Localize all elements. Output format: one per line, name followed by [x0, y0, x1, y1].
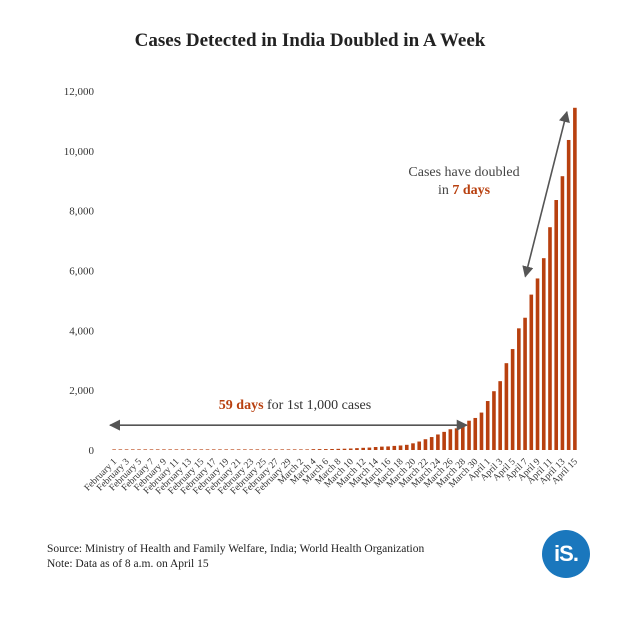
bar	[324, 449, 328, 450]
annotation-doubled-line2: in 7 days	[438, 183, 491, 198]
bar	[467, 420, 471, 450]
y-tick-label: 0	[89, 445, 95, 457]
bar	[498, 381, 502, 450]
bar	[361, 447, 365, 450]
y-tick-label: 6,000	[69, 266, 94, 278]
bar	[373, 447, 378, 450]
bar	[492, 391, 496, 450]
bar	[330, 448, 334, 450]
annotation-arrow-7-days	[522, 110, 570, 278]
y-tick-label: 4,000	[69, 325, 94, 337]
annotations: 59 days for 1st 1,000 cases Cases have do…	[108, 110, 570, 431]
bar	[573, 107, 577, 450]
bar	[218, 449, 222, 450]
bar	[124, 449, 129, 450]
bar	[286, 449, 291, 450]
bar	[386, 446, 390, 450]
bar	[423, 439, 428, 450]
bar	[130, 449, 135, 450]
bar	[224, 449, 228, 450]
bar	[168, 449, 172, 450]
bar	[199, 449, 204, 450]
bar	[442, 431, 446, 450]
bar	[411, 443, 415, 450]
bar	[541, 258, 546, 450]
bar	[243, 449, 247, 450]
bar	[230, 449, 235, 450]
bar	[174, 449, 179, 450]
bar	[280, 449, 285, 450]
y-tick-label: 2,000	[69, 385, 94, 397]
bar	[249, 449, 253, 450]
bar	[143, 449, 148, 450]
chart-title: Cases Detected in India Doubled in A Wee…	[134, 30, 486, 51]
data-note: Note: Data as of 8 a.m. on April 15	[47, 558, 209, 570]
bar	[510, 349, 515, 450]
bar	[292, 449, 297, 450]
bar	[548, 227, 552, 450]
bar	[267, 449, 272, 450]
bar	[485, 401, 490, 450]
y-tick-label: 12,000	[64, 86, 95, 98]
y-tick-label: 10,000	[64, 146, 95, 158]
bar	[380, 446, 384, 450]
annotation-59-days: 59 days for 1st 1,000 cases	[219, 398, 371, 413]
bar	[180, 449, 185, 450]
bar	[517, 328, 521, 450]
bar	[112, 449, 116, 450]
bar	[162, 449, 166, 450]
bar	[417, 441, 422, 450]
bar	[317, 449, 322, 450]
bar	[529, 294, 534, 450]
bar	[305, 449, 309, 450]
bar	[342, 448, 347, 450]
bar	[392, 445, 397, 450]
bar	[404, 444, 409, 450]
bar	[155, 449, 160, 450]
bar	[193, 449, 197, 450]
bar	[566, 139, 571, 451]
bar	[311, 449, 316, 450]
bar	[479, 412, 484, 450]
bar	[504, 363, 509, 450]
bar	[211, 449, 216, 450]
bar	[436, 434, 440, 450]
brand-logo: iS.	[542, 530, 590, 578]
bar	[554, 200, 559, 450]
bar	[429, 437, 434, 450]
bar	[454, 428, 459, 450]
bar	[336, 448, 341, 450]
bar	[355, 448, 359, 450]
chart-footer: Source: Ministry of Health and Family We…	[47, 542, 424, 572]
bar	[461, 423, 465, 450]
bar	[398, 445, 403, 450]
bar	[274, 449, 278, 450]
bar	[118, 449, 123, 450]
bar	[187, 449, 191, 450]
annotation-doubled-line1: Cases have doubled	[408, 165, 519, 180]
bar	[473, 417, 478, 450]
bar	[236, 449, 241, 450]
bar	[149, 449, 154, 450]
bar	[367, 447, 372, 450]
bar	[261, 449, 266, 450]
bars	[112, 107, 577, 451]
source-note: Source: Ministry of Health and Family We…	[47, 543, 425, 555]
y-tick-label: 8,000	[69, 206, 94, 218]
bar	[448, 429, 453, 450]
y-axis: 0 2,000 4,000 6,000 8,000 10,000 12,000	[64, 86, 95, 457]
bar	[348, 448, 353, 450]
bar	[205, 449, 210, 450]
bar	[137, 449, 141, 450]
bar	[523, 317, 527, 450]
bar	[255, 449, 260, 450]
bar	[535, 278, 540, 450]
bar	[560, 176, 565, 450]
bar	[299, 449, 303, 450]
